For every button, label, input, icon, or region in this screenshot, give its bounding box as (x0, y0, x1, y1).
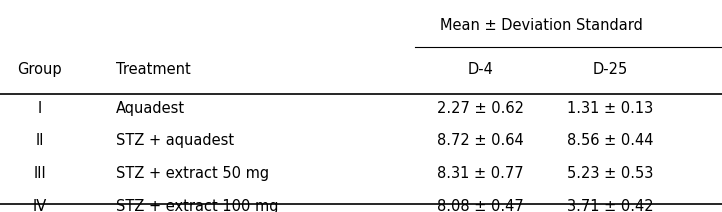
Text: Group: Group (17, 63, 62, 77)
Text: 1.31 ± 0.13: 1.31 ± 0.13 (567, 101, 653, 116)
Text: II: II (35, 134, 44, 148)
Text: Treatment: Treatment (116, 63, 191, 77)
Text: 8.08 ± 0.47: 8.08 ± 0.47 (437, 199, 523, 212)
Text: STZ + aquadest: STZ + aquadest (116, 134, 234, 148)
Text: D-25: D-25 (593, 63, 627, 77)
Text: 5.23 ± 0.53: 5.23 ± 0.53 (567, 166, 653, 181)
Text: Mean ± Deviation Standard: Mean ± Deviation Standard (440, 18, 643, 33)
Text: 8.72 ± 0.64: 8.72 ± 0.64 (437, 134, 523, 148)
Text: 3.71 ± 0.42: 3.71 ± 0.42 (567, 199, 653, 212)
Text: III: III (33, 166, 46, 181)
Text: 8.31 ± 0.77: 8.31 ± 0.77 (437, 166, 523, 181)
Text: IV: IV (32, 199, 47, 212)
Text: Aquadest: Aquadest (116, 101, 185, 116)
Text: D-4: D-4 (467, 63, 493, 77)
Text: 8.56 ± 0.44: 8.56 ± 0.44 (567, 134, 653, 148)
Text: STZ + extract 50 mg: STZ + extract 50 mg (116, 166, 269, 181)
Text: I: I (38, 101, 42, 116)
Text: STZ + extract 100 mg: STZ + extract 100 mg (116, 199, 278, 212)
Text: 2.27 ± 0.62: 2.27 ± 0.62 (437, 101, 523, 116)
